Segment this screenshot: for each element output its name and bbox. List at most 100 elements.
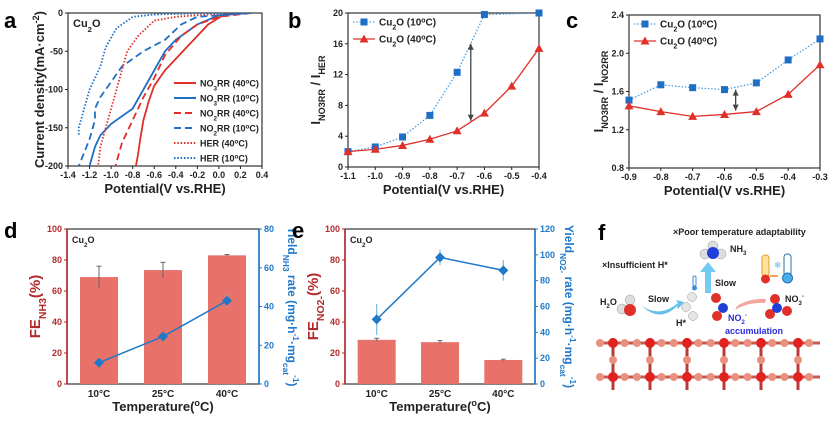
no3-label: NO3- [785, 294, 804, 307]
marker-square [625, 96, 633, 104]
y-tick-label: 12 [333, 70, 343, 80]
o-atom [645, 338, 655, 348]
series-line-2 [114, 13, 252, 166]
cu-atom [780, 373, 789, 381]
cu-atom [720, 356, 728, 364]
nh3-label: NH3 [730, 244, 747, 257]
legend-label: NO3RR (40oC) [200, 78, 259, 92]
cu-atom [768, 339, 777, 347]
legend-label: Cu2O (40oC) [660, 36, 717, 50]
legend-label: NO2RR (40oC) [200, 108, 259, 122]
h2o-label: H2O [600, 297, 617, 310]
bar [80, 277, 118, 384]
no2-label: NO2- [728, 313, 747, 326]
svg-text:❄: ❄ [774, 260, 782, 270]
y-tick-label: 40 [330, 317, 340, 327]
o-atom [719, 372, 729, 382]
series-line-1 [348, 48, 539, 153]
x-tick-label: -0.5 [504, 171, 520, 181]
series-line-0 [135, 13, 252, 166]
marker-square [689, 84, 697, 92]
y-right-tick-label: 80 [540, 276, 550, 286]
x-tick-label: -0.9 [621, 172, 637, 182]
cu-atom [731, 339, 740, 347]
x-tick-label: -0.4 [531, 171, 547, 181]
cu-atom [683, 356, 691, 364]
cu-atom [632, 339, 641, 347]
marker-triangle [534, 43, 544, 52]
o-atom [719, 338, 729, 348]
panel-label-c: c [566, 8, 578, 33]
yield-marker [158, 331, 168, 342]
y-axis-label: Current density(mA·cm-2) [31, 11, 47, 168]
plot-frame [347, 12, 540, 168]
chart-c: 0.8 1.2 1.6 2.0 2.4 INO3RR / INO2RR Potential(… [591, 10, 828, 198]
x-axis-label: Potential(V vs.RHE) [383, 182, 504, 197]
marker-square [399, 133, 407, 141]
x-tick-label: 0.2 [234, 170, 247, 180]
cu-atom [646, 356, 654, 364]
x-tick-label: -1.4 [60, 170, 76, 180]
marker-square [657, 81, 665, 89]
marker-square [453, 68, 461, 76]
h-atoms-icon [681, 292, 698, 321]
cu-atom [757, 356, 765, 364]
yield-marker [498, 265, 509, 276]
x-tick-label: -0.4 [168, 170, 184, 180]
legend-label: NO2RR (10oC) [200, 123, 259, 137]
legend-label: Cu2O (10oC) [379, 17, 436, 31]
marker-square [784, 56, 792, 64]
y-tick-label: 0 [338, 162, 343, 172]
x-axis-label: Potential(V vs.RHE) [104, 181, 225, 196]
cu-atom [596, 373, 604, 381]
x-axis-label: Temperature(oC) [389, 398, 490, 414]
marker-triangle [507, 81, 517, 90]
marker-triangle [624, 101, 634, 110]
arrow-head [732, 104, 739, 111]
y-right-tick-label: 0 [264, 379, 269, 389]
marker-triangle [783, 89, 793, 98]
thermometer-cold-icon [692, 275, 697, 291]
marker-triangle [815, 60, 825, 69]
cu-atom [669, 339, 678, 347]
h2o-molecule-icon [616, 294, 636, 316]
x-axis-label: Temperature(oC) [112, 398, 213, 414]
cu-atom [694, 373, 703, 381]
cu-atom [620, 339, 629, 347]
y-tick-label: 100 [47, 224, 62, 234]
cu-atom [657, 373, 666, 381]
series-group [77, 13, 252, 166]
x-tick-label: -1.1 [340, 171, 356, 181]
cu-atom [669, 373, 678, 381]
y-tick-label: -200 [45, 161, 63, 171]
marker-square [721, 86, 728, 94]
thermometer-pair-icon: ❄ [761, 253, 793, 284]
legend-label: Cu2O (40oC) [379, 34, 436, 48]
series-line-0 [348, 13, 539, 153]
no3-molecule-icon [765, 294, 792, 319]
marker-triangle [452, 126, 462, 135]
legend-marker [360, 18, 368, 26]
cu-atom [743, 373, 752, 381]
y-tick-label: 0.8 [611, 163, 624, 173]
legend-marker [359, 34, 369, 43]
bar [208, 255, 246, 384]
chart-d: 0 20 40 60 80 100 FENH3(%) Temperature(oC) Cu2O 0… [27, 224, 301, 414]
y-tick-label: -50 [50, 46, 63, 56]
x-tick-label: -0.9 [395, 171, 411, 181]
panel-label-a: a [4, 8, 17, 33]
series-line-3 [77, 13, 252, 166]
accumulation-label: accumulation [725, 326, 783, 336]
y-tick-label: 100 [325, 224, 340, 234]
bar [421, 342, 459, 384]
marker-triangle [688, 111, 698, 120]
chart-b: 0 4 8 12 16 20 INO3RR / IHER Potential(V vs.RHE… [308, 8, 547, 197]
y-tick-label: -150 [45, 123, 63, 133]
y-tick-label: -100 [45, 85, 63, 95]
up-arrow-icon [700, 262, 716, 293]
y-tick-label: 60 [52, 286, 62, 296]
y-tick-label: 1.6 [611, 87, 624, 97]
no2-molecule-icon [711, 293, 728, 321]
